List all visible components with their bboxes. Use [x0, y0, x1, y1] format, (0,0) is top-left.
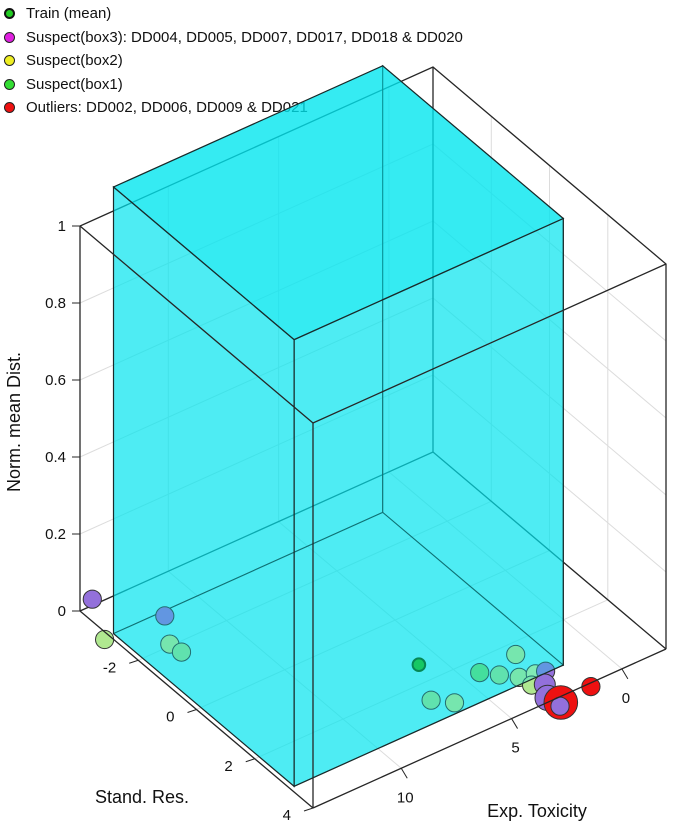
axes-frame [79, 225, 667, 424]
legend-label: Train (mean) [26, 5, 112, 23]
x-tick-label: 4 [283, 807, 291, 824]
legend-label: Suspect(box2) [26, 52, 123, 70]
y-tick-label: 0 [622, 690, 630, 707]
z-tick-label: 0 [58, 603, 66, 620]
data-point [489, 665, 509, 685]
y-tick [400, 767, 408, 779]
legend-marker [4, 8, 15, 20]
x-tick [187, 709, 197, 713]
x-tick-label: 2 [224, 758, 232, 775]
x-tick-label: 0 [166, 709, 174, 726]
data-point [421, 690, 441, 710]
data-point [470, 663, 490, 683]
legend: Train (mean) Suspect(box3): DD004, DD005,… [4, 2, 463, 120]
data-point [95, 629, 115, 650]
train-mean-point [411, 657, 427, 673]
data-point [506, 644, 526, 665]
z-tick-label: 0.4 [45, 449, 66, 466]
legend-entry: Suspect(box2) [4, 49, 463, 73]
legend-entry: Outliers: DD002, DD006, DD009 & DD021 [4, 96, 463, 120]
y-tick [621, 668, 629, 680]
legend-marker [4, 55, 15, 67]
x-tick [129, 659, 139, 664]
z-axis-label: Norm. mean Dist. [4, 352, 24, 492]
cyan-box-face [293, 217, 564, 788]
data-point [82, 589, 102, 609]
legend-marker [4, 31, 15, 43]
data-point [171, 642, 192, 662]
legend-label: Suspect(box3): DD004, DD005, DD007, DD01… [26, 28, 463, 46]
x-axis-label: Stand. Res. [95, 787, 189, 807]
z-tick-label: 1 [58, 218, 66, 235]
axes-frame [312, 648, 667, 809]
legend-label: Suspect(box1) [26, 75, 123, 93]
legend-entry: Train (mean) [4, 2, 463, 26]
legend-entry: Suspect(box3): DD004, DD005, DD007, DD01… [4, 26, 463, 50]
x-tick [303, 807, 314, 812]
legend-marker [4, 78, 15, 90]
z-tick-label: 0.2 [45, 526, 66, 543]
legend-label: Outliers: DD002, DD006, DD009 & DD021 [26, 99, 308, 117]
data-point [155, 606, 175, 626]
x-tick-label: -2 [103, 659, 116, 676]
z-tick-label: 0.8 [45, 295, 66, 312]
y-axis-label: Exp. Toxicity [487, 801, 587, 821]
legend-marker [4, 102, 15, 114]
y-tick-label: 10 [397, 789, 414, 806]
x-tick [245, 758, 255, 763]
y-tick [511, 718, 518, 729]
z-tick-label: 0.6 [45, 372, 66, 389]
y-tick-label: 5 [511, 740, 519, 757]
legend-entry: Suspect(box1) [4, 73, 463, 97]
data-point [444, 693, 465, 713]
